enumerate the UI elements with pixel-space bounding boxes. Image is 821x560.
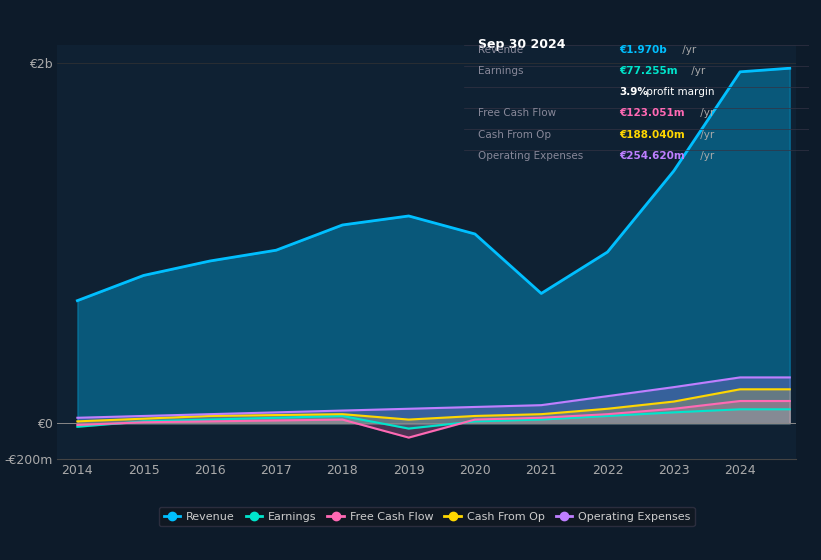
Text: /yr: /yr xyxy=(696,129,714,139)
Text: €1.970b: €1.970b xyxy=(619,45,667,55)
Text: Revenue: Revenue xyxy=(478,45,523,55)
Text: Sep 30 2024: Sep 30 2024 xyxy=(478,38,565,51)
Text: /yr: /yr xyxy=(688,66,705,76)
Text: Cash From Op: Cash From Op xyxy=(478,129,551,139)
Text: /yr: /yr xyxy=(680,45,697,55)
Text: Earnings: Earnings xyxy=(478,66,523,76)
Text: /yr: /yr xyxy=(696,151,714,161)
Text: profit margin: profit margin xyxy=(643,87,714,97)
Text: Free Cash Flow: Free Cash Flow xyxy=(478,109,556,119)
Text: Operating Expenses: Operating Expenses xyxy=(478,151,583,161)
Text: €123.051m: €123.051m xyxy=(619,109,685,119)
Legend: Revenue, Earnings, Free Cash Flow, Cash From Op, Operating Expenses: Revenue, Earnings, Free Cash Flow, Cash … xyxy=(159,507,695,526)
Text: €188.040m: €188.040m xyxy=(619,129,685,139)
Text: /yr: /yr xyxy=(696,109,714,119)
Text: €254.620m: €254.620m xyxy=(619,151,685,161)
Text: €77.255m: €77.255m xyxy=(619,66,677,76)
Text: 3.9%: 3.9% xyxy=(619,87,648,97)
